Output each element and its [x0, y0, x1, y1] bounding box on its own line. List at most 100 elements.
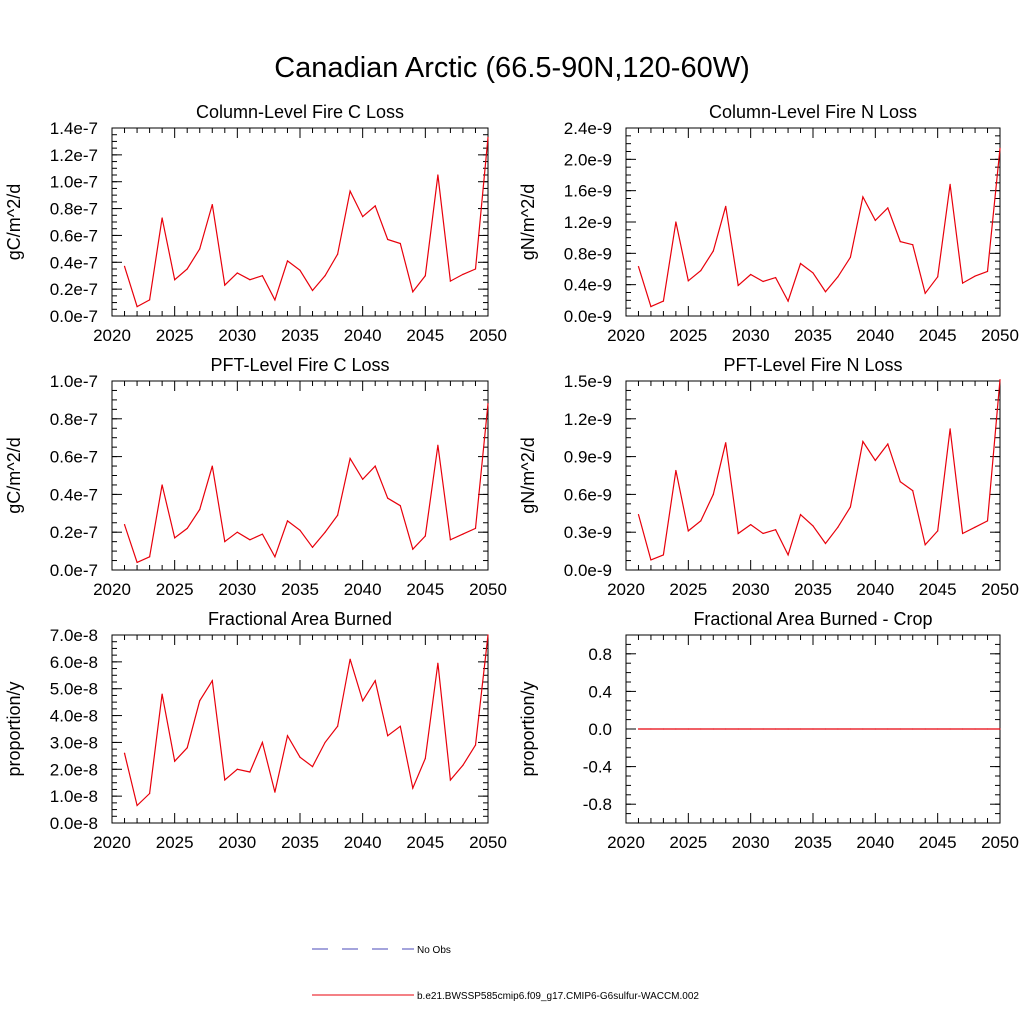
y-tick-label: 0.4e-7 — [50, 253, 98, 272]
y-tick-label: 1.5e-9 — [564, 372, 612, 391]
data-point — [937, 276, 939, 278]
data-point — [650, 306, 652, 308]
y-tick-label: 1.2e-7 — [50, 146, 98, 165]
y-axis-label: gN/m^2/d — [518, 184, 538, 260]
data-point — [136, 306, 138, 308]
y-tick-label: 0.0e-7 — [50, 307, 98, 326]
data-point — [211, 465, 213, 467]
data-point — [799, 728, 802, 730]
data-point — [161, 693, 163, 695]
x-tick-label: 2030 — [732, 326, 770, 345]
data-point — [787, 728, 789, 730]
data-point — [261, 275, 263, 277]
data-point — [299, 756, 301, 758]
chart-panel-3: PFT-Level Fire C Loss gC/m^2/d 2020 2025 203… — [4, 355, 507, 599]
data-point — [924, 728, 926, 730]
x-tick-label: 2050 — [981, 833, 1019, 852]
data-point — [224, 779, 226, 781]
data-point — [412, 291, 414, 293]
series-line — [637, 379, 1001, 561]
data-point — [874, 459, 876, 461]
data-point — [399, 242, 401, 245]
data-point — [725, 442, 727, 444]
y-tick-label: 1.0e-7 — [50, 173, 98, 192]
data-point — [750, 273, 752, 276]
y-tick-label: -0.4 — [583, 758, 612, 777]
data-point — [687, 728, 689, 730]
chart-panel-2: Column-Level Fire N Loss gN/m^2/d 2020 2025… — [518, 102, 1019, 345]
data-point — [986, 270, 989, 272]
y-tick-label: 0.2e-7 — [50, 280, 98, 299]
data-point — [637, 513, 640, 516]
data-point — [775, 277, 777, 279]
data-point — [424, 535, 426, 537]
data-point — [149, 299, 151, 301]
data-point — [862, 440, 864, 443]
y-axis-label: proportion/y — [4, 681, 24, 776]
data-point — [725, 205, 727, 207]
x-tick-label: 2020 — [607, 326, 645, 345]
data-point — [261, 741, 263, 744]
data-point — [136, 561, 138, 564]
y-tick-label: 0.8 — [588, 645, 612, 664]
y-tick-label: 0.8e-7 — [50, 200, 98, 219]
data-point — [949, 728, 951, 730]
data-point — [174, 537, 176, 539]
y-axis-label: gC/m^2/d — [4, 184, 24, 260]
data-point — [474, 527, 477, 530]
data-point — [962, 532, 964, 535]
data-point — [236, 768, 238, 770]
data-point — [675, 469, 677, 472]
data-point — [700, 520, 702, 522]
data-point — [399, 725, 401, 727]
data-point — [299, 269, 301, 271]
x-tick-label: 2020 — [93, 326, 131, 345]
data-point — [924, 544, 926, 546]
data-point — [161, 217, 163, 219]
y-tick-label: 3.0e-8 — [50, 733, 98, 752]
data-point — [249, 279, 251, 281]
data-point — [962, 282, 964, 284]
x-tick-label: 2020 — [607, 580, 645, 599]
x-tick-label: 2040 — [856, 326, 894, 345]
data-point — [700, 728, 702, 730]
plot-frame — [111, 380, 489, 571]
legend: No Obs b.e21.BWSSP585cmip6.f09_g17.CMIP6-… — [312, 945, 699, 1002]
data-point — [123, 524, 126, 526]
data-point — [149, 556, 151, 558]
data-point — [437, 174, 439, 176]
x-tick-label: 2045 — [919, 326, 957, 345]
data-point — [123, 265, 126, 267]
data-point — [261, 533, 263, 535]
panel-title: Column-Level Fire C Loss — [196, 102, 404, 122]
data-point — [824, 291, 827, 293]
page-title: Canadian Arctic (66.5-90N,120-60W) — [274, 52, 750, 84]
chart-panel-6: Fractional Area Burned - Crop proportion/… — [518, 609, 1019, 852]
x-tick-label: 2025 — [669, 326, 707, 345]
data-point — [161, 484, 163, 486]
data-point — [449, 280, 451, 282]
x-tick-label: 2030 — [732, 833, 770, 852]
data-point — [824, 542, 827, 545]
data-point — [487, 634, 489, 636]
panel-title: Fractional Area Burned - Crop — [693, 609, 932, 629]
data-point — [750, 524, 752, 526]
series-line — [637, 148, 1001, 308]
data-point — [824, 728, 827, 730]
x-tick-label: 2050 — [981, 326, 1019, 345]
data-point — [912, 490, 914, 492]
x-tick-label: 2020 — [93, 833, 131, 852]
data-point — [812, 728, 814, 730]
legend-label-no-obs: No Obs — [417, 945, 451, 956]
data-point — [999, 728, 1001, 730]
data-point — [123, 752, 126, 754]
y-tick-label: 1.4e-7 — [50, 119, 98, 138]
data-point — [862, 728, 864, 730]
data-point — [449, 539, 451, 541]
data-point — [337, 514, 339, 516]
data-point — [962, 728, 964, 730]
data-point — [487, 403, 489, 405]
y-tick-label: 6.0e-8 — [50, 653, 98, 672]
data-point — [249, 539, 251, 541]
